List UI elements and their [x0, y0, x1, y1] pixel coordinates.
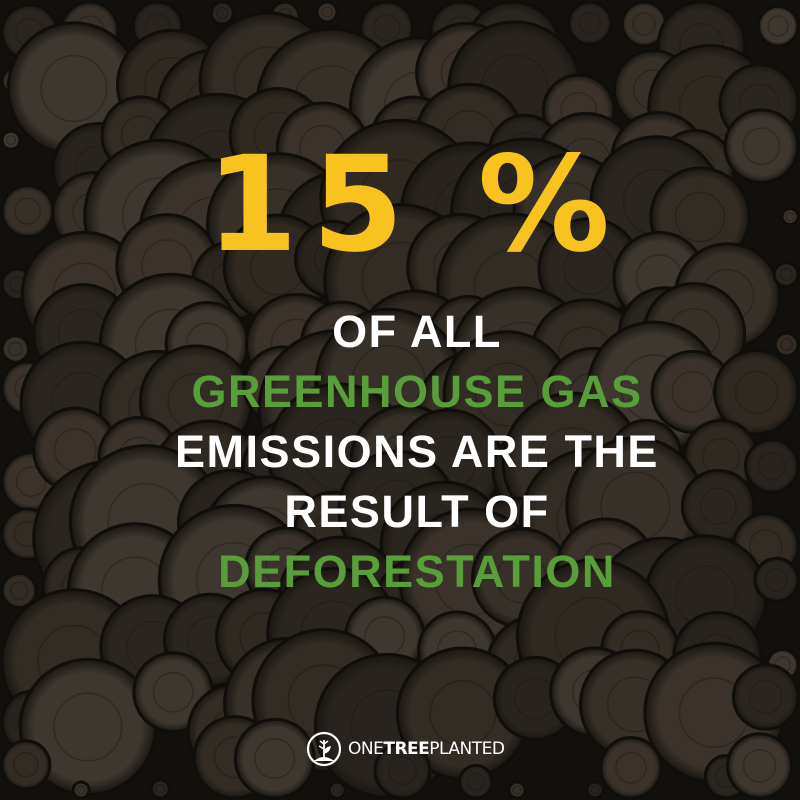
log-ring [5, 134, 17, 146]
log-end [731, 663, 800, 731]
text-line-1: OF ALL [332, 306, 502, 357]
log-end [373, 741, 432, 800]
log-end [773, 331, 800, 358]
log-ring [748, 680, 783, 714]
log-end [0, 572, 38, 610]
log-ring [216, 6, 229, 20]
text-line-4: RESULT OF [284, 486, 550, 537]
log-ring [152, 671, 194, 713]
log-end [0, 334, 31, 364]
headline-percentage: 15 % [206, 128, 624, 282]
log-end [713, 349, 800, 436]
log-end [567, 0, 613, 46]
log-ring [767, 15, 789, 37]
log-end [327, 780, 347, 800]
log-ring [742, 749, 777, 783]
log-end [756, 4, 800, 48]
log-ring [76, 785, 86, 795]
log-end [0, 129, 22, 151]
log-ring [742, 127, 781, 166]
log-end [149, 778, 171, 800]
log-ring [40, 54, 108, 123]
log-ring [14, 197, 42, 225]
log-end [585, 780, 605, 800]
log-ring [53, 692, 123, 762]
text-line-2-highlight: GREENHOUSE GAS [191, 366, 643, 417]
one-tree-planted-logo: ONETREEPLANTED [306, 731, 505, 767]
log-ring [7, 341, 23, 357]
log-ring [757, 452, 786, 480]
log-ring [254, 738, 296, 780]
log-ring [387, 756, 417, 786]
log-ring [474, 362, 539, 427]
log-ring [785, 211, 795, 222]
log-end [599, 736, 663, 800]
log-ring [332, 785, 342, 795]
log-ring [466, 772, 485, 791]
log-ring [9, 581, 29, 600]
log-ring [674, 191, 726, 243]
log-ring [155, 783, 166, 795]
log-end [723, 108, 800, 184]
logo-wordmark: ONETREEPLANTED [348, 739, 505, 759]
log-end [209, 0, 235, 26]
log-ring [373, 14, 401, 42]
log-end [772, 261, 800, 288]
log-ring [15, 466, 47, 498]
log-end [0, 739, 52, 791]
log-ring [780, 338, 794, 352]
log-end [780, 207, 800, 227]
log-ring [734, 370, 778, 414]
text-line-5-highlight: DEFORESTATION [218, 546, 616, 597]
log-end [725, 732, 794, 800]
log-end [753, 556, 800, 603]
log-ring [764, 568, 788, 592]
log-ring [615, 751, 647, 784]
log-end [507, 780, 527, 800]
log-end [233, 717, 316, 800]
log-ring [512, 785, 522, 795]
log-ring [321, 6, 333, 18]
log-ring [632, 12, 656, 36]
tree-sprout-circle-icon [306, 731, 342, 767]
log-ring [13, 752, 39, 778]
log-ring [671, 370, 714, 413]
log-ring [699, 487, 737, 525]
log-end [458, 763, 494, 800]
log-end [71, 780, 91, 800]
log-ring [590, 785, 600, 795]
text-line-3: EMISSIONS ARE THE [175, 426, 659, 477]
log-end [315, 0, 339, 24]
log-ring [779, 267, 793, 282]
log-ring [578, 11, 602, 35]
log-end [743, 438, 800, 494]
